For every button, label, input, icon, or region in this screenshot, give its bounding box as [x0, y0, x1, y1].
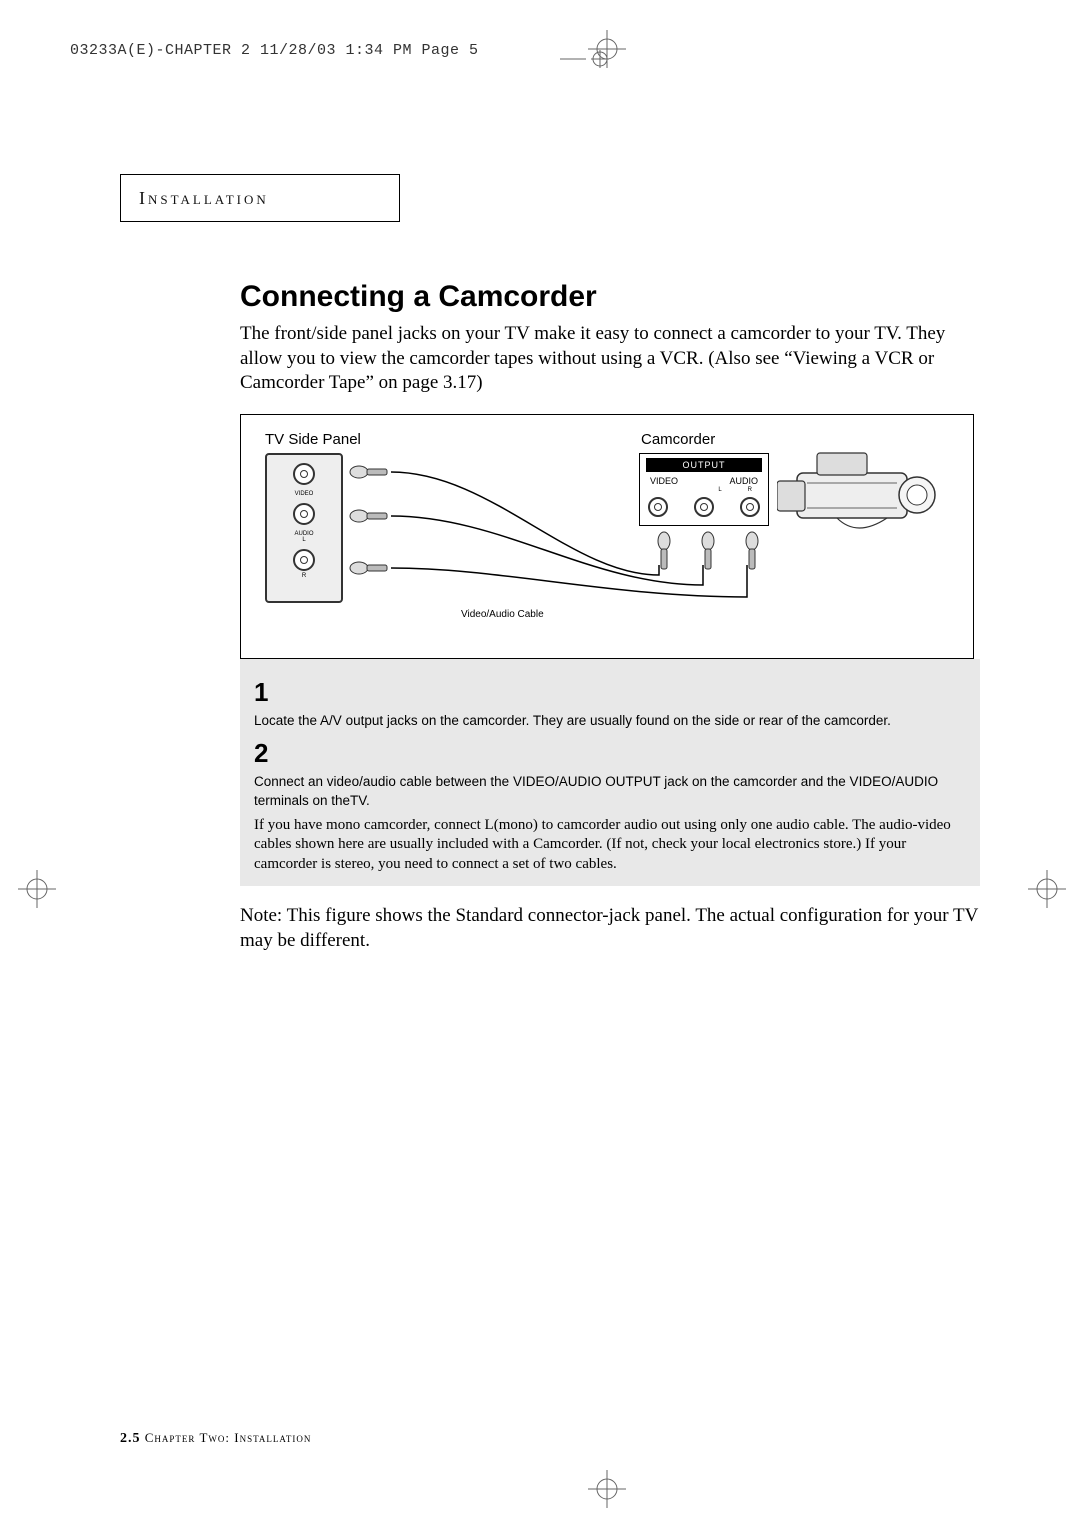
tv-audio-l-label: L	[302, 537, 305, 543]
camcorder-label: Camcorder	[641, 431, 715, 448]
plug-icon	[349, 561, 391, 575]
step-text: Connect an video/audio cable between the…	[254, 773, 966, 809]
content-area: Connecting a Camcorder The front/side pa…	[240, 280, 980, 954]
page-title: Connecting a Camcorder	[240, 280, 980, 314]
steps-block: 1 Locate the A/V output jacks on the cam…	[240, 659, 980, 886]
plug-icon	[349, 465, 391, 479]
plug-icon	[701, 531, 715, 573]
out-audio-l-jack	[694, 497, 714, 517]
cable-label: Video/Audio Cable	[461, 609, 544, 620]
footnote: Note: This figure shows the Standard con…	[240, 904, 980, 953]
section-tab: Installation	[120, 174, 400, 222]
plug-icon	[349, 509, 391, 523]
step-number: 1	[254, 677, 966, 708]
step-note: If you have mono camcorder, connect L(mo…	[254, 816, 966, 875]
tv-audio-r-label: R	[302, 573, 306, 579]
plug-icon	[745, 531, 759, 573]
intro-paragraph: The front/side panel jacks on your TV ma…	[240, 322, 980, 396]
output-badge: OUTPUT	[646, 458, 762, 472]
crop-mark-left	[18, 870, 56, 908]
tv-video-jack	[293, 463, 315, 485]
out-video-jack	[648, 497, 668, 517]
tv-panel-label: TV Side Panel	[265, 431, 361, 448]
tv-audio-r-jack	[293, 549, 315, 571]
output-audio-label: AUDIO	[729, 476, 758, 486]
camcorder-icon	[777, 443, 947, 543]
tv-side-panel: VIDEO AUDIO L R	[265, 453, 343, 603]
header-meta: 03233A(E)-CHAPTER 2 11/28/03 1:34 PM Pag…	[70, 42, 479, 59]
step-text: Locate the A/V output jacks on the camco…	[254, 712, 966, 730]
footer-chapter: Chapter Two: Installation	[141, 1430, 312, 1445]
plug-icon	[657, 531, 671, 573]
crop-mark-right	[1028, 870, 1066, 908]
out-audio-r-jack	[740, 497, 760, 517]
step-number: 2	[254, 738, 966, 769]
camcorder-output-panel: OUTPUT VIDEO AUDIO L R	[639, 453, 769, 526]
page-footer: 2.5 Chapter Two: Installation	[120, 1430, 311, 1447]
tv-audio-l-jack	[293, 503, 315, 525]
output-l-label: L	[718, 487, 721, 493]
crop-mark-bottom	[588, 1470, 626, 1508]
header-rule-icon	[560, 50, 630, 68]
output-r-label: R	[748, 487, 752, 493]
page-number: 2.5	[120, 1431, 141, 1446]
tv-video-label: VIDEO	[295, 491, 314, 497]
section-tab-label: Installation	[139, 188, 269, 209]
crop-mark-top	[588, 30, 626, 68]
connection-diagram: TV Side Panel Camcorder Video/Audio Cabl…	[240, 414, 974, 659]
output-video-label: VIDEO	[650, 476, 678, 486]
